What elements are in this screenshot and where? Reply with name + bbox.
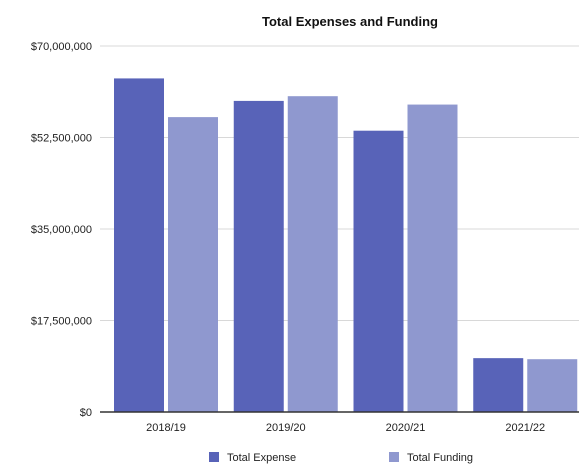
x-tick-label: 2018/19 — [146, 422, 186, 434]
legend-label: Total Expense — [227, 452, 296, 464]
x-tick-label: 2020/21 — [386, 422, 426, 434]
x-tick-label: 2021/22 — [505, 422, 545, 434]
legend-swatch — [209, 452, 219, 462]
legend: Total Expense Total Funding — [209, 452, 473, 464]
y-tick-label: $35,000,000 — [31, 224, 92, 236]
bar — [353, 130, 404, 412]
bar — [168, 117, 218, 412]
bar — [114, 78, 164, 412]
x-tick-label: 2019/20 — [266, 422, 306, 434]
bars — [114, 78, 578, 413]
chart-title: Total Expenses and Funding — [262, 14, 438, 29]
bar — [233, 100, 284, 413]
x-tick-labels: 2018/19 2019/20 2020/21 2021/22 — [146, 422, 545, 434]
bar — [473, 358, 524, 412]
bar — [407, 104, 458, 412]
y-tick-labels: $0 $17,500,000 $35,000,000 $52,500,000 $70,0… — [31, 41, 92, 419]
y-tick-label: $52,500,000 — [31, 133, 92, 145]
bar — [287, 96, 338, 413]
y-tick-label: $70,000,000 — [31, 41, 92, 53]
y-tick-label: $0 — [80, 407, 92, 419]
legend-label: Total Funding — [407, 452, 473, 464]
legend-swatch — [389, 452, 399, 462]
bar — [527, 359, 578, 412]
y-tick-label: $17,500,000 — [31, 316, 92, 328]
